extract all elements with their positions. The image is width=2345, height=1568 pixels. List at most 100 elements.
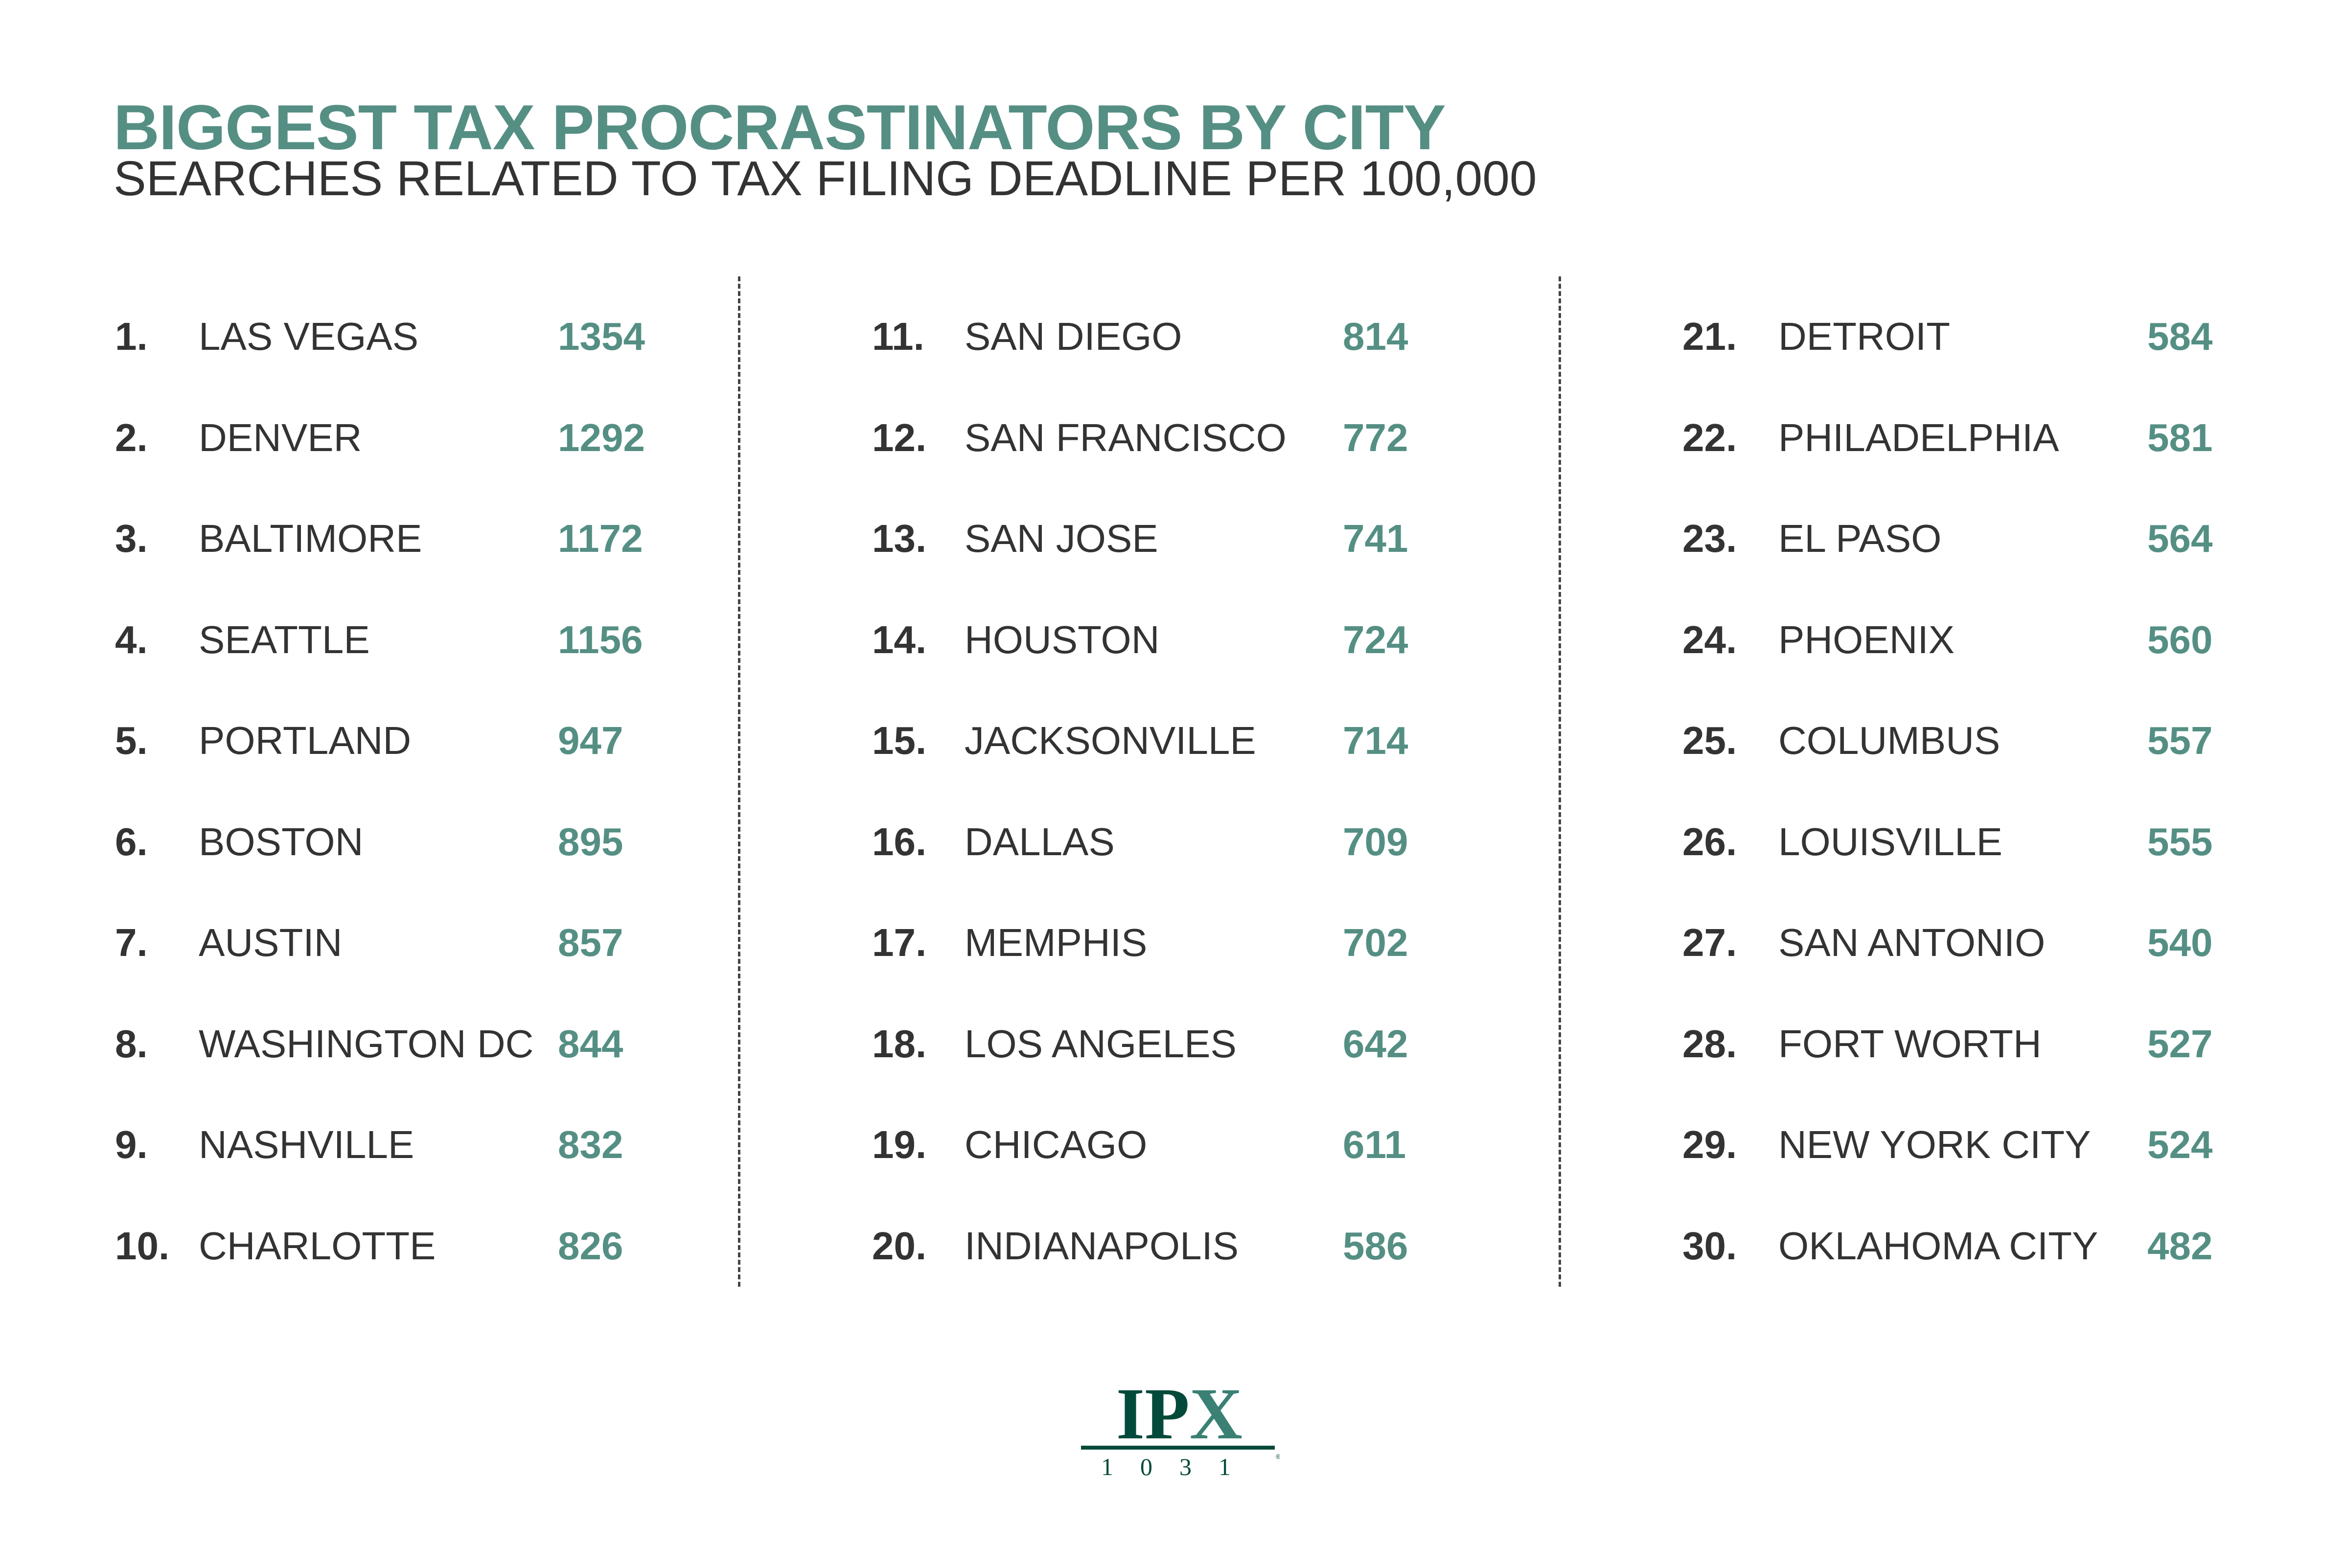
ranking-row: 20. INDIANAPOLIS 586 bbox=[872, 1196, 1460, 1296]
city-name: BOSTON bbox=[199, 819, 364, 864]
search-value: 581 bbox=[2147, 415, 2213, 459]
rank-number: 14. bbox=[872, 617, 927, 661]
city-name: SAN FRANCISCO bbox=[965, 415, 1287, 459]
rank-number: 8. bbox=[115, 1022, 148, 1066]
search-value: 826 bbox=[558, 1224, 623, 1268]
city-name: LOS ANGELES bbox=[965, 1022, 1237, 1066]
rank-number: 5. bbox=[115, 719, 148, 762]
ranking-row: 22. PHILADELPHIA 581 bbox=[1682, 387, 2265, 488]
rank-number: 16. bbox=[872, 819, 927, 864]
city-name: DALLAS bbox=[965, 819, 1115, 864]
ranking-row: 9. NASHVILLE 832 bbox=[115, 1094, 675, 1195]
rank-number: 19. bbox=[872, 1123, 927, 1166]
ranking-row: 30. OKLAHOMA CITY 482 bbox=[1682, 1196, 2265, 1296]
search-value: 560 bbox=[2147, 617, 2213, 661]
rank-number: 15. bbox=[872, 719, 927, 762]
search-value: 702 bbox=[1343, 921, 1408, 964]
rank-number: 26. bbox=[1682, 819, 1737, 864]
search-value: 814 bbox=[1343, 315, 1408, 358]
ranking-row: 23. EL PASO 564 bbox=[1682, 488, 2265, 589]
search-value: 1354 bbox=[558, 315, 645, 358]
ipx-1031-logo: IPX 1031 ® bbox=[1081, 1375, 1280, 1480]
city-name: DENVER bbox=[199, 415, 362, 459]
ranking-row: 25. COLUMBUS 557 bbox=[1682, 690, 2265, 791]
search-value: 555 bbox=[2147, 819, 2213, 864]
ranking-row: 14. HOUSTON 724 bbox=[872, 590, 1460, 690]
city-name: PHOENIX bbox=[1778, 617, 1955, 661]
city-name: OKLAHOMA CITY bbox=[1778, 1224, 2098, 1268]
ranking-row: 11. SAN DIEGO 814 bbox=[872, 286, 1460, 387]
city-name: EL PASO bbox=[1778, 517, 1942, 560]
rank-number: 6. bbox=[115, 819, 148, 864]
rank-number: 9. bbox=[115, 1123, 148, 1166]
ranking-row: 3. BALTIMORE 1172 bbox=[115, 488, 675, 589]
svg-text:®: ® bbox=[1276, 1453, 1280, 1460]
search-value: 482 bbox=[2147, 1224, 2213, 1268]
rank-number: 21. bbox=[1682, 315, 1737, 358]
ranking-row: 7. AUSTIN 857 bbox=[115, 892, 675, 993]
rank-number: 17. bbox=[872, 921, 927, 964]
rank-number: 28. bbox=[1682, 1022, 1737, 1066]
ranking-row: 29. NEW YORK CITY 524 bbox=[1682, 1094, 2265, 1195]
city-name: NEW YORK CITY bbox=[1778, 1123, 2091, 1166]
rank-number: 13. bbox=[872, 517, 927, 560]
column-divider bbox=[1559, 276, 1561, 1287]
city-name: LOUISVILLE bbox=[1778, 819, 2003, 864]
search-value: 584 bbox=[2147, 315, 2213, 358]
rank-number: 12. bbox=[872, 415, 927, 459]
svg-text:IPX: IPX bbox=[1116, 1375, 1242, 1454]
search-value: 741 bbox=[1343, 517, 1408, 560]
ranking-row: 12. SAN FRANCISCO 772 bbox=[872, 387, 1460, 488]
city-name: SEATTLE bbox=[199, 617, 370, 661]
ranking-row: 21. DETROIT 584 bbox=[1682, 286, 2265, 387]
rank-number: 3. bbox=[115, 517, 148, 560]
city-name: INDIANAPOLIS bbox=[965, 1224, 1239, 1268]
search-value: 724 bbox=[1343, 617, 1408, 661]
search-value: 1292 bbox=[558, 415, 645, 459]
search-value: 1156 bbox=[558, 617, 643, 661]
rank-number: 29. bbox=[1682, 1123, 1737, 1166]
city-name: WASHINGTON DC bbox=[199, 1022, 534, 1066]
city-name: COLUMBUS bbox=[1778, 719, 2000, 762]
ranking-row: 1. LAS VEGAS 1354 bbox=[115, 286, 675, 387]
city-name: CHARLOTTE bbox=[199, 1224, 436, 1268]
city-name: DETROIT bbox=[1778, 315, 1951, 358]
ranking-row: 19. CHICAGO 611 bbox=[872, 1094, 1460, 1195]
ranking-row: 28. FORT WORTH 527 bbox=[1682, 994, 2265, 1094]
search-value: 895 bbox=[558, 819, 623, 864]
city-name: SAN DIEGO bbox=[965, 315, 1182, 358]
search-value: 1172 bbox=[558, 517, 643, 560]
ranking-row: 24. PHOENIX 560 bbox=[1682, 590, 2265, 690]
ranking-row: 2. DENVER 1292 bbox=[115, 387, 675, 488]
rank-number: 20. bbox=[872, 1224, 927, 1268]
search-value: 772 bbox=[1343, 415, 1408, 459]
city-name: SAN JOSE bbox=[965, 517, 1158, 560]
ranking-row: 26. LOUISVILLE 555 bbox=[1682, 792, 2265, 892]
city-name: SAN ANTONIO bbox=[1778, 921, 2046, 964]
city-name: PORTLAND bbox=[199, 719, 412, 762]
ranking-row: 8. WASHINGTON DC 844 bbox=[115, 994, 675, 1094]
rank-number: 1. bbox=[115, 315, 148, 358]
city-name: NASHVILLE bbox=[199, 1123, 414, 1166]
ranking-row: 18. LOS ANGELES 642 bbox=[872, 994, 1460, 1094]
city-name: LAS VEGAS bbox=[199, 315, 419, 358]
rank-number: 18. bbox=[872, 1022, 927, 1066]
rank-number: 30. bbox=[1682, 1224, 1737, 1268]
ranking-row: 15. JACKSONVILLE 714 bbox=[872, 690, 1460, 791]
search-value: 524 bbox=[2147, 1123, 2213, 1166]
city-name: JACKSONVILLE bbox=[965, 719, 1256, 762]
search-value: 947 bbox=[558, 719, 623, 762]
city-name: MEMPHIS bbox=[965, 921, 1148, 964]
page-title: BIGGEST TAX PROCRASTINATORS BY CITY bbox=[114, 91, 1446, 163]
page-subtitle: SEARCHES RELATED TO TAX FILING DEADLINE … bbox=[114, 151, 1537, 206]
rank-number: 23. bbox=[1682, 517, 1737, 560]
ranking-row: 5. PORTLAND 947 bbox=[115, 690, 675, 791]
rank-number: 10. bbox=[115, 1224, 170, 1268]
search-value: 557 bbox=[2147, 719, 2213, 762]
rank-number: 2. bbox=[115, 415, 148, 459]
search-value: 540 bbox=[2147, 921, 2213, 964]
search-value: 642 bbox=[1343, 1022, 1408, 1066]
search-value: 564 bbox=[2147, 517, 2213, 560]
search-value: 832 bbox=[558, 1123, 623, 1166]
city-name: PHILADELPHIA bbox=[1778, 415, 2059, 459]
